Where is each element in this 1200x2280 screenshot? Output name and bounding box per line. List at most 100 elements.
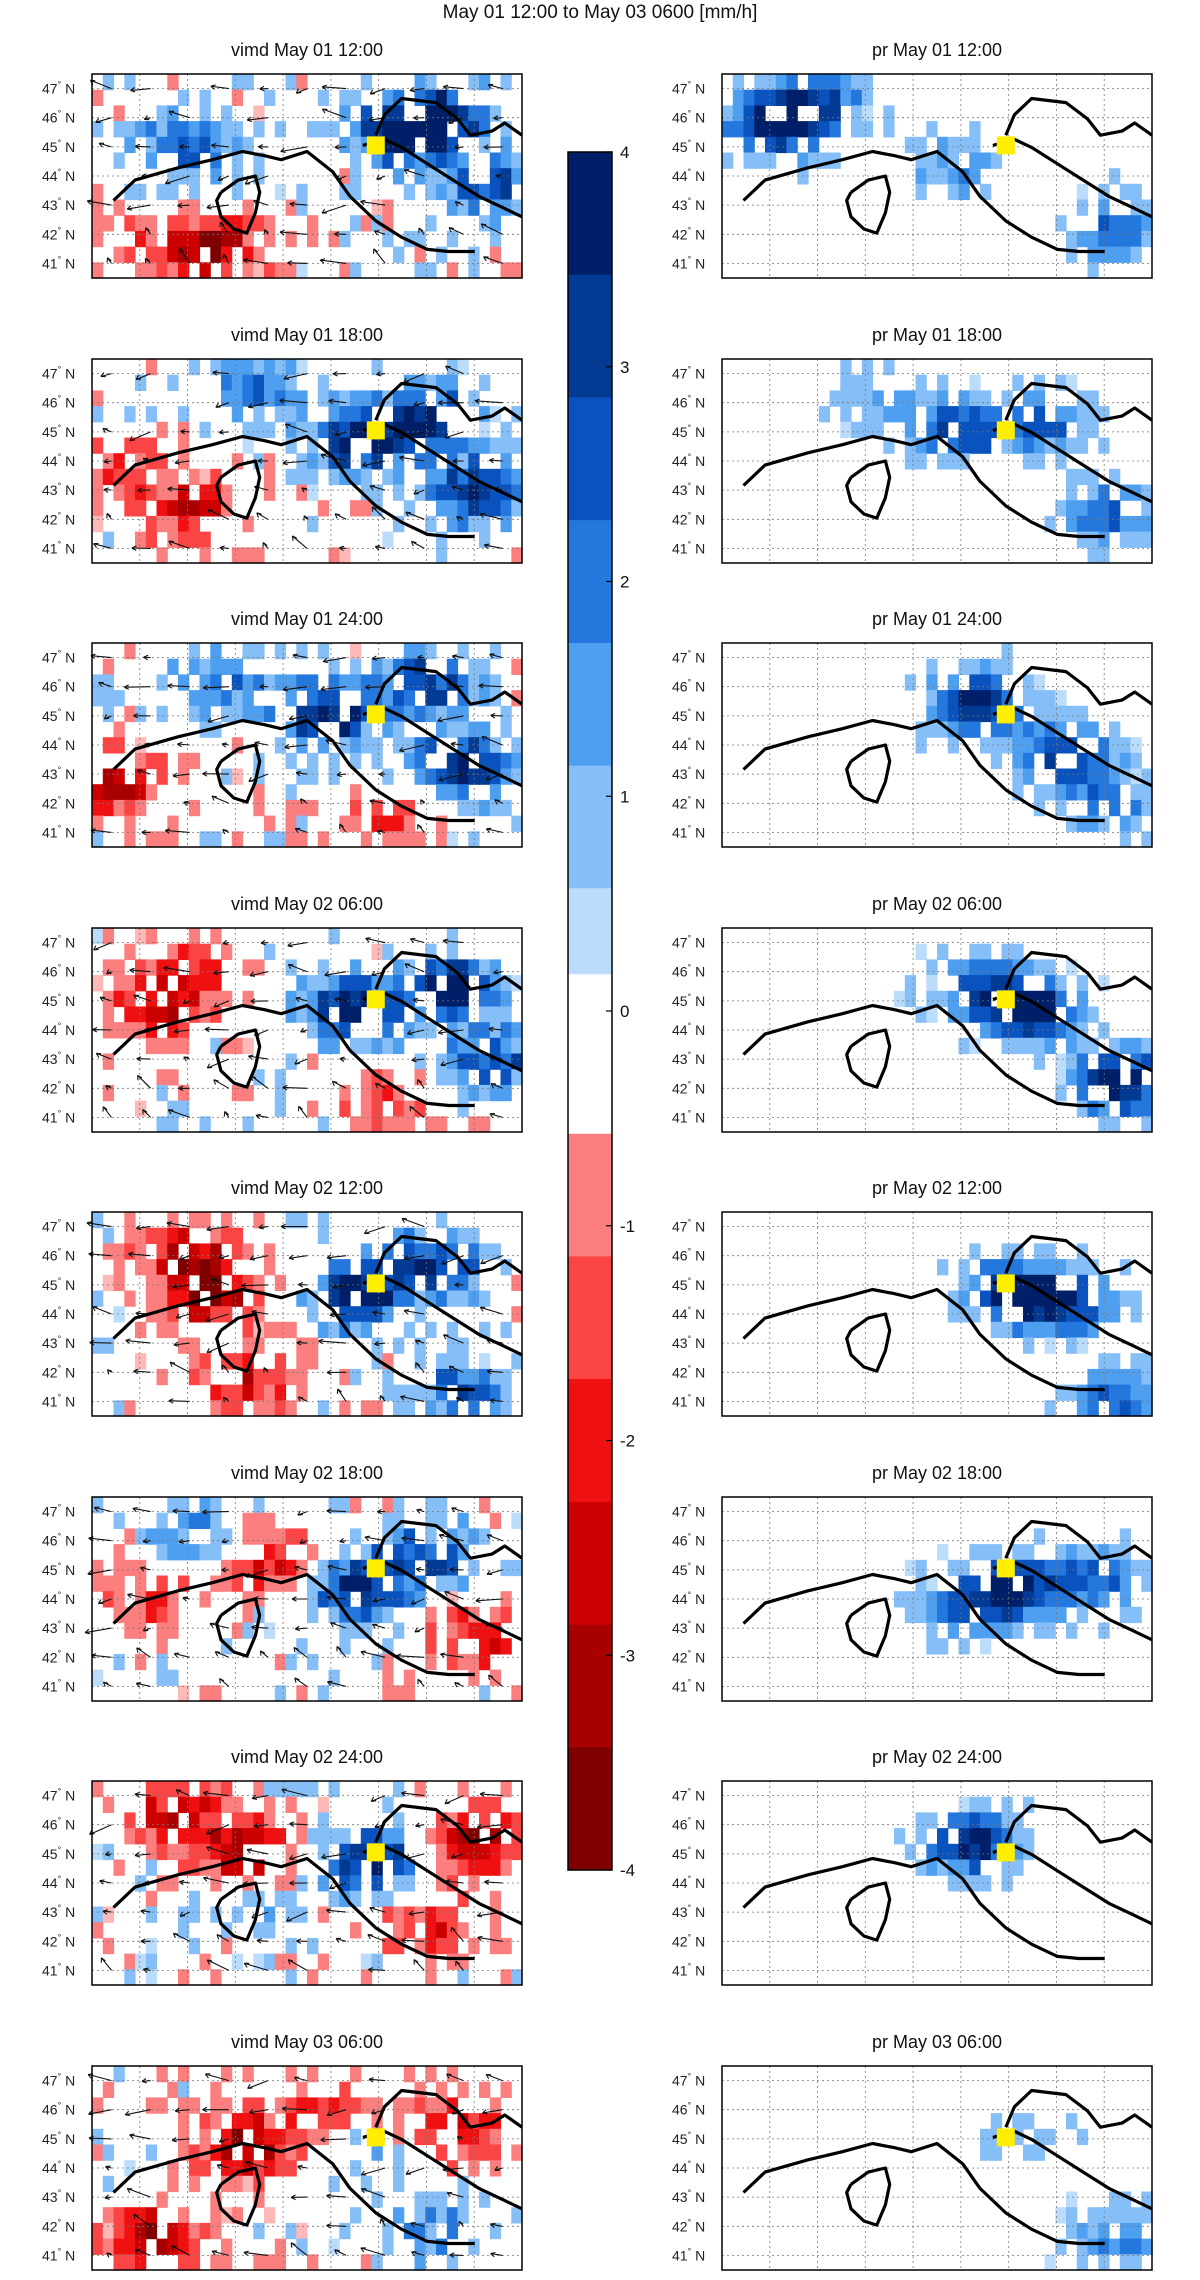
wind-arrow xyxy=(327,1564,347,1570)
value-cell xyxy=(1055,1053,1067,1070)
value-cell xyxy=(253,2222,265,2239)
value-cell xyxy=(457,1353,469,1370)
wind-arrow xyxy=(291,1595,307,1602)
value-cell xyxy=(511,484,523,501)
wind-arrow xyxy=(102,1105,112,1118)
wind-arrow xyxy=(202,684,229,691)
value-cell xyxy=(145,958,158,976)
value-cell xyxy=(479,752,491,770)
value-cell xyxy=(210,1512,222,1529)
degree-symbol: ° xyxy=(688,1334,692,1344)
value-cell xyxy=(221,2159,233,2176)
value-cell xyxy=(210,1274,222,1292)
value-cell xyxy=(145,1781,158,1798)
wind-arrow xyxy=(493,115,503,121)
value-cell xyxy=(350,784,362,801)
value-cell xyxy=(883,405,895,422)
value-cell xyxy=(124,136,136,154)
value-cell xyxy=(221,1575,233,1592)
coastline xyxy=(992,422,1153,503)
value-cell xyxy=(210,831,222,848)
degree-symbol: ° xyxy=(688,1560,692,1570)
value-cell xyxy=(958,1843,970,1861)
value-cell xyxy=(317,121,330,138)
value-cell xyxy=(135,1006,147,1023)
value-cell xyxy=(199,1115,211,1133)
wind-arrow xyxy=(172,1507,190,1514)
value-cell xyxy=(317,1843,330,1861)
value-cell xyxy=(1001,658,1013,675)
latitude-tick-label: 41° N xyxy=(42,1961,75,1978)
value-cell xyxy=(360,1622,373,1639)
value-cell xyxy=(872,405,884,422)
value-cell xyxy=(1141,1100,1153,1117)
value-cell xyxy=(350,1274,362,1292)
value-cell xyxy=(414,674,426,691)
value-cell xyxy=(328,927,340,944)
value-cell xyxy=(188,499,201,516)
degree-symbol: ° xyxy=(688,80,692,90)
latitude-tick-label: 46° N xyxy=(42,2100,75,2117)
value-cell xyxy=(468,768,480,785)
value-cell xyxy=(339,1622,351,1639)
wind-arrow xyxy=(488,1026,503,1032)
value-cell xyxy=(861,405,874,422)
value-cell xyxy=(382,421,394,438)
degree-symbol: ° xyxy=(58,167,62,177)
latitude-hemisphere: N xyxy=(61,453,75,469)
value-cell xyxy=(457,784,469,801)
value-cell xyxy=(1119,815,1132,832)
value-cell xyxy=(403,705,416,723)
latitude-hemisphere: N xyxy=(61,482,75,498)
wind-arrow xyxy=(221,742,229,748)
value-cell xyxy=(1055,1306,1067,1323)
value-cell xyxy=(436,1400,448,1417)
value-cell xyxy=(167,484,179,501)
value-cell xyxy=(145,1843,158,1861)
value-cell xyxy=(199,1353,211,1370)
wind-arrow xyxy=(365,936,386,943)
value-cell xyxy=(1055,1559,1067,1576)
value-cell xyxy=(1076,1575,1089,1592)
value-cell xyxy=(457,1274,469,1292)
value-cell xyxy=(156,1243,168,1260)
value-cell xyxy=(274,674,287,691)
latitude-tick-label: 47° N xyxy=(42,1502,75,1519)
wind-arrow xyxy=(294,1565,308,1571)
value-cell xyxy=(317,2096,330,2114)
value-cell xyxy=(1001,721,1013,738)
value-cell xyxy=(403,990,416,1007)
value-cell xyxy=(980,705,992,723)
value-cell xyxy=(947,674,960,691)
value-cell xyxy=(457,990,469,1007)
island-outline xyxy=(215,1027,262,1089)
value-cell xyxy=(156,1828,168,1845)
value-cell xyxy=(92,484,104,501)
value-cell xyxy=(457,974,469,991)
wind-arrow xyxy=(282,1084,308,1090)
wind-arrow xyxy=(336,1388,347,1402)
value-cell xyxy=(350,1875,362,1892)
value-cell xyxy=(446,658,459,675)
value-cell xyxy=(350,1306,362,1323)
value-cell xyxy=(425,1259,437,1276)
coastline xyxy=(112,1856,475,1961)
value-cell xyxy=(307,1969,319,1986)
value-cell xyxy=(188,658,201,675)
latitude-hemisphere: N xyxy=(691,1561,705,1577)
value-cell xyxy=(489,737,502,754)
value-cell xyxy=(274,1653,287,1670)
value-cell xyxy=(425,2191,437,2208)
value-cell xyxy=(511,1843,523,1861)
wind-arrow xyxy=(135,1681,151,1687)
wind-arrow xyxy=(485,827,503,833)
wind-arrow xyxy=(451,485,464,491)
value-cell xyxy=(102,215,115,232)
value-cell xyxy=(221,690,233,707)
value-cell xyxy=(393,437,405,454)
wind-arrow xyxy=(171,2136,190,2143)
value-cell xyxy=(1023,1828,1035,1845)
value-cell xyxy=(511,1828,523,1845)
value-cell xyxy=(102,1274,115,1292)
wind-arrow xyxy=(100,371,112,377)
